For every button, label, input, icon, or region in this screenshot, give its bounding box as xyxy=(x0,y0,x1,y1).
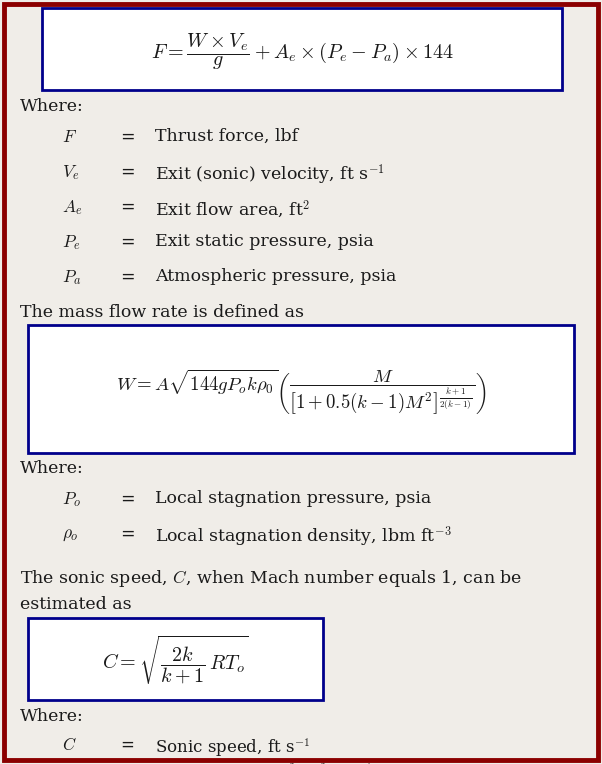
Text: Thrust force, lbf: Thrust force, lbf xyxy=(155,128,298,145)
Text: $C$: $C$ xyxy=(62,736,76,754)
Text: Where:: Where: xyxy=(20,708,84,725)
Text: $A_e$: $A_e$ xyxy=(62,198,82,217)
Text: Sonic speed, ft s$^{-1}$: Sonic speed, ft s$^{-1}$ xyxy=(155,736,311,759)
FancyBboxPatch shape xyxy=(28,325,574,453)
FancyBboxPatch shape xyxy=(4,4,598,760)
Text: The sonic speed, $C$, when Mach number equals 1, can be
estimated as: The sonic speed, $C$, when Mach number e… xyxy=(20,568,523,613)
Text: Local stagnation pressure, psia: Local stagnation pressure, psia xyxy=(155,490,431,507)
Text: =: = xyxy=(120,490,135,508)
Text: =: = xyxy=(120,268,135,286)
Text: =: = xyxy=(120,525,135,543)
Text: $P_a$: $P_a$ xyxy=(62,268,81,287)
Text: $P_o$: $P_o$ xyxy=(62,490,81,509)
FancyBboxPatch shape xyxy=(42,8,562,90)
Text: $\rho_o$: $\rho_o$ xyxy=(62,525,79,543)
Text: Local stagnation density, lbm ft$^{-3}$: Local stagnation density, lbm ft$^{-3}$ xyxy=(155,525,452,549)
Text: Gas constant, ft$^2$ s$^{-2}$ $^\circ$R$^{-1}$: Gas constant, ft$^2$ s$^{-2}$ $^\circ$R$… xyxy=(155,762,372,764)
Text: $W = A\sqrt{144gP_o k\rho_0} \left(\dfrac{M}{\left[1+0.5(k-1)M^2\right]^{\frac{k: $W = A\sqrt{144gP_o k\rho_0} \left(\dfra… xyxy=(116,367,486,417)
Text: =: = xyxy=(120,233,135,251)
Text: The mass flow rate is defined as: The mass flow rate is defined as xyxy=(20,304,304,321)
Text: Exit flow area, ft$^2$: Exit flow area, ft$^2$ xyxy=(155,198,311,219)
Text: =: = xyxy=(120,762,134,764)
Text: Exit (sonic) velocity, ft s$^{-1}$: Exit (sonic) velocity, ft s$^{-1}$ xyxy=(155,163,385,187)
Text: $F = \dfrac{W \times V_e}{g} + A_e \times (P_e - P_a) \times 144$: $F = \dfrac{W \times V_e}{g} + A_e \time… xyxy=(150,31,453,73)
Text: =: = xyxy=(120,198,135,216)
Text: $R$: $R$ xyxy=(62,762,76,764)
Text: $C = \sqrt{\dfrac{2k}{k+1}\, R T_o}$: $C = \sqrt{\dfrac{2k}{k+1}\, R T_o}$ xyxy=(102,633,249,687)
Text: Atmospheric pressure, psia: Atmospheric pressure, psia xyxy=(155,268,396,285)
Text: $V_e$: $V_e$ xyxy=(62,163,79,182)
Text: =: = xyxy=(120,163,135,181)
Text: =: = xyxy=(120,736,134,754)
FancyBboxPatch shape xyxy=(28,618,323,700)
Text: =: = xyxy=(120,128,135,146)
Text: Exit static pressure, psia: Exit static pressure, psia xyxy=(155,233,374,250)
Text: Where:: Where: xyxy=(20,98,84,115)
Text: $P_e$: $P_e$ xyxy=(62,233,80,252)
Text: $F$: $F$ xyxy=(62,128,77,146)
Text: Where:: Where: xyxy=(20,460,84,477)
